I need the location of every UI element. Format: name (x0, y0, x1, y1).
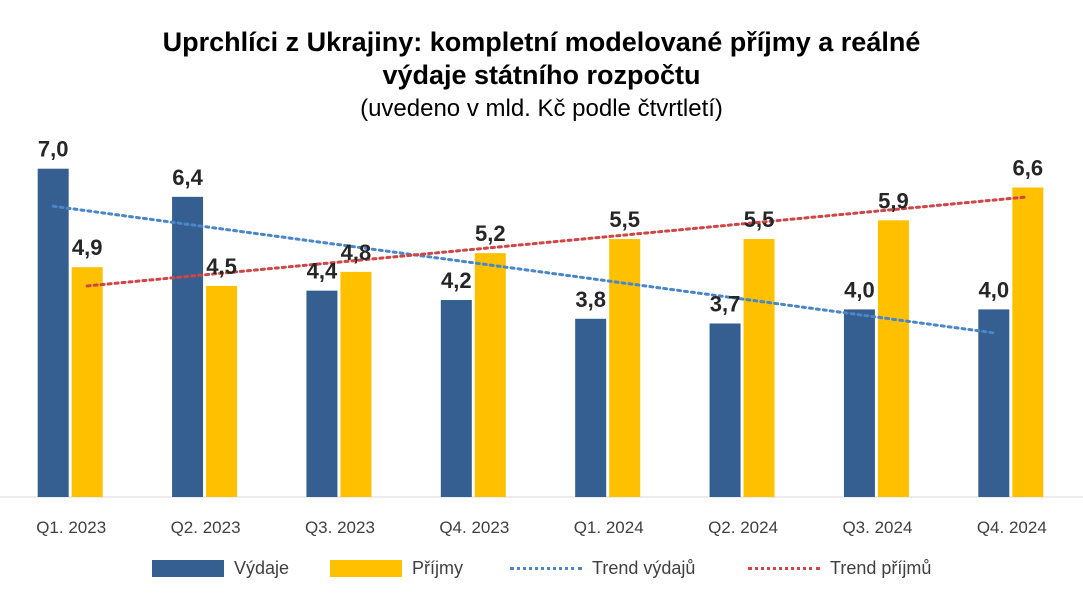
bar-prijmy (71, 267, 103, 497)
bar-prijmy (340, 271, 372, 497)
x-tick-label: Q3. 2024 (842, 518, 912, 537)
bar-prijmy (877, 220, 909, 498)
data-label-prijmy: 5,5 (744, 207, 775, 232)
legend-line-trend-prijmu (748, 566, 820, 570)
legend-label-vydaje: Výdaje (234, 557, 290, 578)
bar-prijmy (474, 253, 506, 497)
x-tick-label: Q2. 2024 (708, 518, 778, 537)
bar-vydaje (37, 168, 69, 497)
legend-swatch-prijmy (330, 559, 402, 577)
bar-vydaje (978, 309, 1010, 497)
bar-vydaje (306, 290, 338, 497)
bar-prijmy (206, 285, 238, 497)
chart-title-line-1: Uprchlíci z Ukrajiny: kompletní modelova… (162, 27, 921, 57)
data-label-vydaje: 3,8 (575, 287, 606, 312)
x-tick-label: Q2. 2023 (171, 518, 241, 537)
legend-label-trend-vydaju: Trend výdajů (592, 557, 696, 578)
bar-prijmy (743, 239, 775, 498)
bar-prijmy (609, 239, 641, 498)
data-label-prijmy: 4,9 (72, 235, 103, 260)
bar-vydaje (172, 196, 204, 497)
data-label-vydaje: 3,7 (710, 291, 741, 316)
data-label-vydaje: 7,0 (38, 137, 69, 162)
data-label-prijmy: 4,8 (341, 240, 372, 265)
data-label-prijmy: 5,9 (878, 188, 909, 213)
data-label-prijmy: 4,5 (206, 254, 237, 279)
data-label-vydaje: 4,0 (844, 277, 875, 302)
legend-item-trend-prijmu: Trend příjmů (748, 556, 931, 580)
x-tick-label: Q4. 2024 (977, 518, 1047, 537)
chart-title-block: Uprchlíci z Ukrajiny: kompletní modelova… (0, 26, 1083, 124)
x-tick-label: Q1. 2024 (574, 518, 644, 537)
data-label-prijmy: 5,5 (609, 207, 640, 232)
bar-prijmy (1012, 187, 1044, 497)
chart-subtitle: (uvedeno v mld. Kč podle čtvrtletí) (360, 95, 723, 122)
legend-item-trend-vydaju: Trend výdajů (510, 556, 695, 580)
trend-line-vydaju (51, 204, 996, 335)
x-tick-label: Q4. 2023 (439, 518, 509, 537)
legend-item-vydaje: Výdaje (152, 556, 289, 580)
data-label-vydaje: 4,4 (307, 259, 338, 284)
trend-line-prijmu (85, 195, 1030, 288)
legend-line-trend-vydaju (510, 566, 582, 570)
bar-vydaje (575, 318, 607, 497)
data-label-vydaje: 4,2 (441, 268, 472, 293)
legend-label-trend-prijmu: Trend příjmů (830, 557, 932, 578)
legend-swatch-vydaje (152, 559, 224, 577)
x-tick-label: Q1. 2023 (36, 518, 106, 537)
bar-vydaje (843, 309, 875, 497)
data-label-vydaje: 4,0 (979, 277, 1010, 302)
legend-label-prijmy: Příjmy (412, 557, 463, 578)
x-tick-label: Q3. 2023 (305, 518, 375, 537)
legend-item-prijmy: Příjmy (330, 556, 463, 580)
data-label-prijmy: 6,6 (1013, 155, 1044, 180)
bar-vydaje (709, 323, 741, 497)
bar-vydaje (440, 300, 472, 497)
chart-title-line-2: výdaje státního rozpočtu (382, 60, 701, 90)
chart-legend: Výdaje Příjmy Trend výdajů Trend příjmů (0, 556, 1083, 580)
data-label-prijmy: 5,2 (475, 221, 506, 246)
data-label-vydaje: 6,4 (172, 165, 203, 190)
